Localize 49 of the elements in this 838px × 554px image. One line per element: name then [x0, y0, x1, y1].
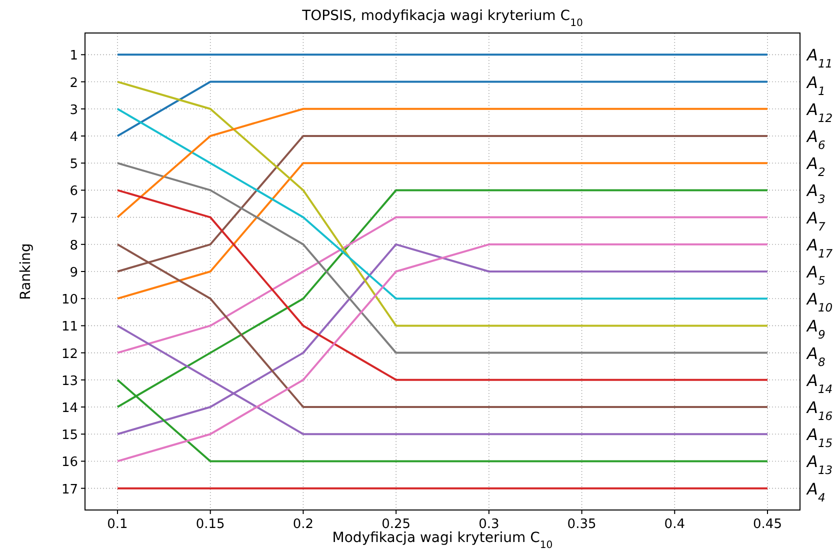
y-tick-label: 5 [70, 157, 78, 172]
y-tick-label: 14 [61, 401, 78, 416]
y-tick-label: 17 [61, 482, 78, 498]
y-tick-label: 4 [70, 130, 78, 145]
text: A$_{15}$ [806, 425, 833, 450]
text: A$_{9}$ [806, 316, 826, 342]
text: A$_{14}$ [806, 370, 833, 396]
text: A$_{8}$ [806, 344, 826, 369]
y-tick-label: 11 [61, 320, 78, 335]
x-tick-label: 0.3 [478, 517, 500, 532]
text: A$_{7}$ [806, 208, 826, 234]
text: A$_{17}$ [806, 235, 834, 260]
y-tick-label: 1 [70, 48, 78, 64]
x-tick-label: 0.15 [196, 517, 225, 532]
x-tick-label: 0.1 [107, 517, 128, 532]
text: A$_{2}$ [806, 154, 826, 180]
text: A$_{1}$ [806, 72, 826, 98]
text: A$_{10}$ [806, 290, 833, 315]
y-tick-label: 6 [70, 184, 78, 200]
y-tick-label: 3 [70, 102, 78, 118]
y-tick-label: 16 [61, 455, 78, 470]
line-series [116, 216, 768, 354]
y-axis-title: Ranking [18, 243, 34, 300]
text: A$_{4}$ [806, 479, 826, 504]
x-tick-label: 0.2 [292, 517, 314, 532]
text: A$_{6}$ [806, 126, 826, 152]
text: A$_{13}$ [806, 452, 833, 478]
y-tick-label: 10 [61, 292, 78, 308]
y-tick-label: 12 [61, 346, 78, 362]
line-series [116, 108, 768, 300]
x-tick-label: 0.25 [382, 517, 411, 532]
y-tick-label: 13 [61, 374, 78, 389]
x-tick-label: 0.35 [567, 517, 596, 532]
line-series [116, 80, 768, 327]
chart-title: TOPSIS, modyfikacja wagi kryterium C$_{10}$ [301, 8, 583, 28]
y-tick-label: 2 [70, 76, 78, 91]
line-series [116, 162, 768, 354]
text: A$_{5}$ [806, 262, 826, 288]
y-tick-label: 7 [70, 211, 78, 226]
x-tick-label: 0.45 [753, 517, 782, 532]
text: A$_{12}$ [806, 100, 833, 125]
y-tick-label: 15 [61, 428, 78, 444]
y-tick-label: 8 [70, 238, 78, 254]
text: A$_{16}$ [806, 398, 833, 424]
x-axis-title: Modyfikacja wagi kryterium C$_{10}$ [332, 530, 553, 550]
y-tick-label: 9 [70, 266, 78, 280]
x-tick-label: 0.4 [664, 517, 685, 532]
text: A$_{11}$ [806, 46, 833, 71]
text: A$_{3}$ [806, 181, 826, 206]
